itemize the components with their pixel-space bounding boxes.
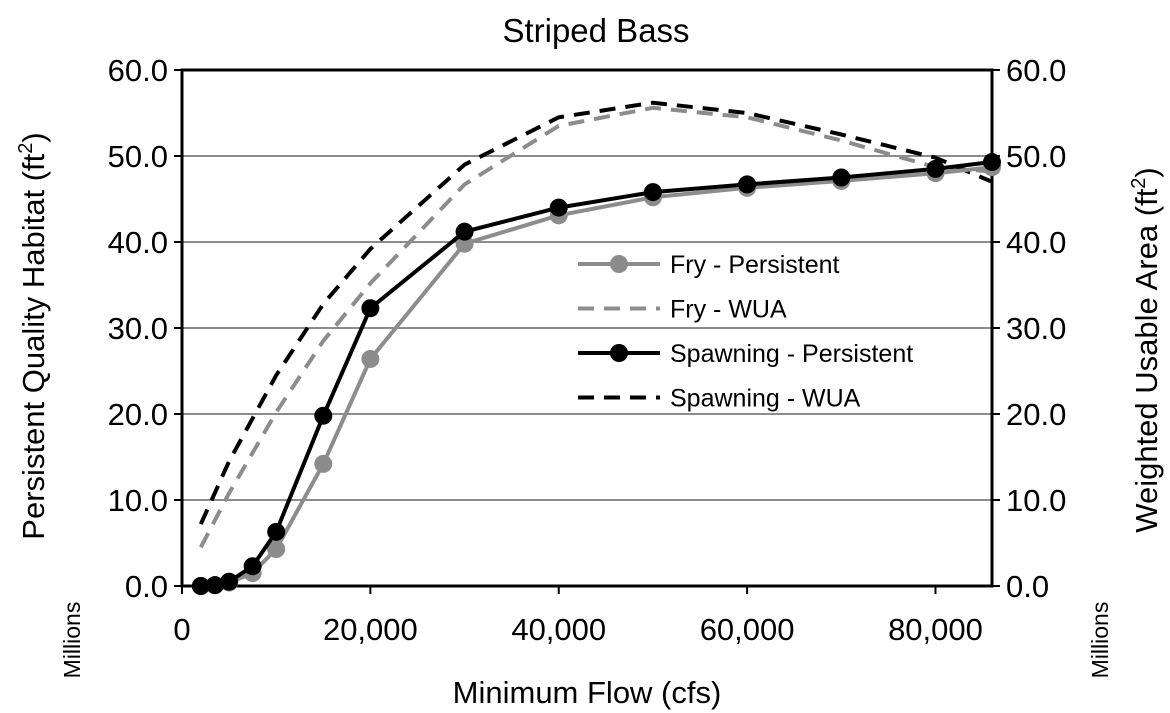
legend-marker-spawning-persistent xyxy=(610,344,628,362)
data-point-fry-persistent xyxy=(314,454,333,473)
right-axis-title-main: Weighted Usable Area (ft xyxy=(1129,188,1164,532)
left-axis-ticks: 0.0 10.0 20.0 30.0 40.0 50.0 60.0 xyxy=(108,53,182,604)
left-tick-label: 10.0 xyxy=(108,483,168,518)
left-tick-label: 60.0 xyxy=(108,53,168,88)
left-units-label: Millions xyxy=(59,602,85,679)
legend-label-spawning-persistent: Spawning - Persistent xyxy=(670,340,913,368)
x-tick-label: 60,000 xyxy=(700,612,795,647)
data-point-spawning-persistent xyxy=(205,576,224,595)
data-point-spawning-persistent xyxy=(314,406,333,425)
right-axis-ticks: 0.0 10.0 20.0 30.0 40.0 50.0 60.0 xyxy=(992,53,1066,604)
right-tick-label: 20.0 xyxy=(1006,397,1066,432)
left-tick-label: 0.0 xyxy=(125,569,168,604)
right-axis-title-sup: 2 xyxy=(1128,178,1150,189)
data-point-spawning-persistent xyxy=(220,572,239,591)
left-tick-label: 20.0 xyxy=(108,397,168,432)
series-line-spawning-wua xyxy=(198,100,993,525)
data-point-fry-persistent xyxy=(361,349,380,368)
chart-title: Striped Bass xyxy=(502,12,689,49)
left-tick-label: 50.0 xyxy=(108,139,168,174)
series-layer xyxy=(191,100,1001,595)
legend: Fry - Persistent Fry - WUA Spawning - Pers… xyxy=(578,251,913,413)
legend-marker-fry-persistent xyxy=(610,255,628,273)
x-tick-label: 20,000 xyxy=(323,612,418,647)
right-tick-label: 0.0 xyxy=(1006,569,1049,604)
x-axis-title: Minimum Flow (cfs) xyxy=(453,675,722,710)
left-tick-label: 40.0 xyxy=(108,225,168,260)
left-axis-title-tail: ) xyxy=(16,132,51,142)
x-axis-ticks: 0 20,000 40,000 60,000 80,000 xyxy=(173,586,983,647)
x-tick-label: 80,000 xyxy=(888,612,983,647)
left-axis-title-main: Persistent Quality Habitat (ft xyxy=(16,153,51,539)
legend-label-fry-persistent: Fry - Persistent xyxy=(670,251,840,279)
right-tick-label: 50.0 xyxy=(1006,139,1066,174)
right-tick-label: 40.0 xyxy=(1006,225,1066,260)
x-tick-label: 40,000 xyxy=(511,612,606,647)
data-point-fry-persistent xyxy=(267,540,286,559)
data-point-spawning-persistent xyxy=(191,577,210,595)
right-axis-title: Weighted Usable Area (ft2) xyxy=(1128,167,1164,533)
right-axis-title-tail: ) xyxy=(1129,167,1164,177)
right-units-label: Millions xyxy=(1087,602,1113,679)
legend-label-spawning-wua: Spawning - WUA xyxy=(670,385,861,413)
data-point-spawning-persistent xyxy=(832,168,851,187)
data-point-spawning-persistent xyxy=(267,522,286,541)
data-point-spawning-persistent xyxy=(738,175,757,194)
right-tick-label: 60.0 xyxy=(1006,53,1066,88)
data-point-spawning-persistent xyxy=(455,222,474,241)
legend-label-fry-wua: Fry - WUA xyxy=(670,296,787,324)
data-point-spawning-persistent xyxy=(643,183,662,202)
left-axis-title: Persistent Quality Habitat (ft2) xyxy=(15,132,51,539)
left-axis-title-sup: 2 xyxy=(15,143,37,154)
data-point-spawning-persistent xyxy=(361,299,380,318)
data-point-spawning-persistent xyxy=(926,159,945,178)
right-tick-label: 30.0 xyxy=(1006,311,1066,346)
x-tick-label: 0 xyxy=(173,612,190,647)
series-line-fry-wua xyxy=(199,105,993,549)
data-point-spawning-persistent xyxy=(983,153,1001,172)
right-tick-label: 10.0 xyxy=(1006,483,1066,518)
left-tick-label: 30.0 xyxy=(108,311,168,346)
data-point-spawning-persistent xyxy=(549,198,568,217)
data-point-spawning-persistent xyxy=(243,557,262,576)
